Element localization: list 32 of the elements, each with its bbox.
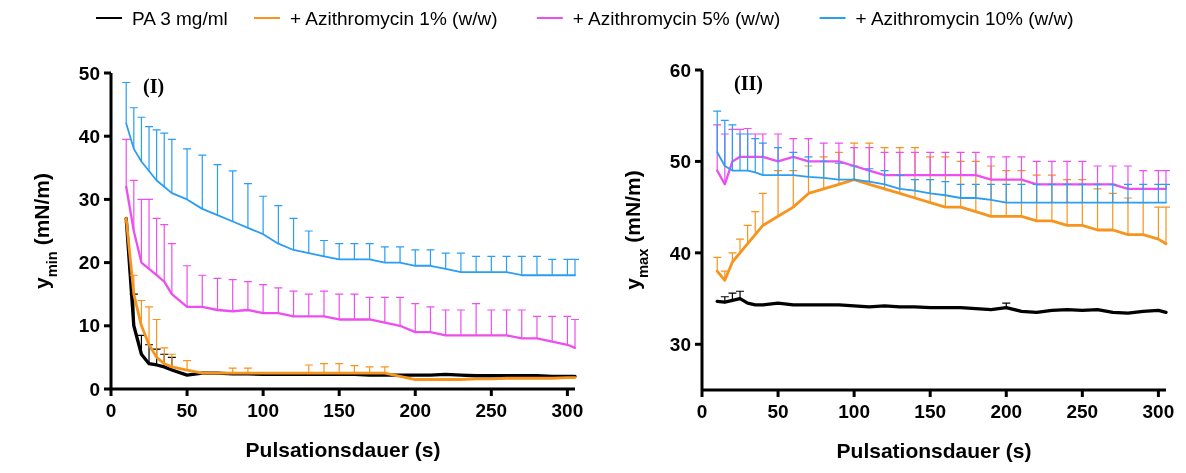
x-tick-label: 150 — [914, 401, 947, 422]
y-tick-label: 50 — [78, 62, 100, 84]
x-tick-label: 200 — [399, 400, 432, 421]
x-tick-label: 300 — [1142, 401, 1175, 422]
legend-label: + Azithromycin 5% (w/w) — [572, 7, 781, 29]
x-axis-title: Pulsationsdauer (s) — [836, 439, 1032, 462]
y-tick-label: 0 — [89, 378, 100, 400]
x-tick-label: 100 — [838, 401, 870, 422]
x-tick-label: 250 — [1066, 401, 1099, 422]
x-tick-label: 0 — [696, 401, 708, 422]
x-tick-label: 300 — [551, 400, 584, 421]
x-tick-label: 100 — [247, 400, 279, 421]
legend-label: + Azithromycin 1% (w/w) — [290, 7, 498, 29]
x-axis-title: Pulsationsdauer (s) — [245, 438, 441, 461]
y-tick-label: 30 — [669, 333, 691, 355]
chart-title: (I) — [143, 75, 165, 98]
y-tick-label: 60 — [669, 59, 691, 81]
y-tick-label: 40 — [78, 125, 100, 147]
y-tick-label: 40 — [669, 242, 691, 264]
x-tick-label: 50 — [767, 401, 789, 422]
legend-label: PA 3 mg/ml — [132, 7, 228, 29]
y-tick-label: 50 — [669, 151, 691, 173]
x-tick-label: 150 — [323, 400, 356, 421]
x-tick-label: 50 — [176, 400, 198, 421]
legend-label: + Azithromycin 10% (w/w) — [855, 7, 1074, 29]
y-tick-label: 30 — [78, 189, 100, 211]
x-tick-label: 0 — [105, 400, 117, 421]
x-tick-label: 200 — [990, 401, 1023, 422]
x-tick-label: 250 — [475, 400, 508, 421]
y-tick-label: 20 — [78, 252, 100, 274]
chart-title: (II) — [734, 72, 763, 95]
y-tick-label: 10 — [78, 315, 100, 337]
